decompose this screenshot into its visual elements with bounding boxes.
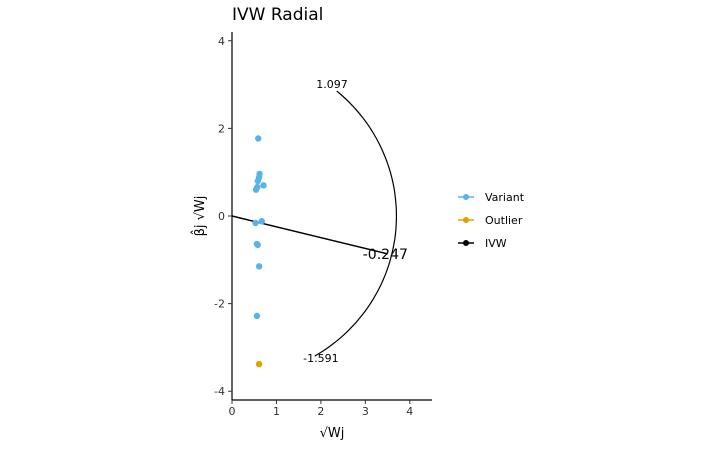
variant-point <box>255 263 263 270</box>
legend: Variant Outlier IVW <box>458 191 525 250</box>
plot-area: 1.097 -1.591 -0.247 <box>231 78 408 368</box>
x-tick-label: 4 <box>406 405 413 418</box>
variant-point <box>258 218 265 225</box>
legend-key-dot <box>463 240 469 246</box>
x-tick-label: 2 <box>317 405 324 418</box>
axes: 0 1 2 3 4 -4 -2 0 2 4 √Wj β̂j √Wj <box>191 32 432 441</box>
y-tick-label: -4 <box>214 385 225 398</box>
estimate-label: -0.247 <box>363 247 408 263</box>
variant-point <box>254 177 261 185</box>
variant-point <box>252 219 259 227</box>
legend-label: IVW <box>485 237 507 250</box>
radial-arc <box>314 90 397 357</box>
x-tick-label: 3 <box>362 405 369 418</box>
legend-label: Outlier <box>485 214 523 227</box>
outlier-point <box>255 360 263 368</box>
variant-point <box>254 241 261 249</box>
variant-point <box>252 186 260 193</box>
y-tick-label: 0 <box>218 210 225 223</box>
y-tick-label: 2 <box>218 122 225 135</box>
y-axis-label: β̂j √Wj <box>191 196 208 237</box>
x-tick-label: 0 <box>229 405 236 418</box>
variant-point <box>260 182 267 189</box>
variant-point <box>253 312 261 320</box>
arc-label: 1.097 <box>316 78 348 91</box>
chart-title: IVW Radial <box>232 5 323 25</box>
legend-key-dot <box>463 194 469 200</box>
legend-key-dot <box>463 217 469 223</box>
x-tick-label: 1 <box>273 405 280 418</box>
x-axis-label: √Wj <box>320 426 345 441</box>
arc-label: -1.591 <box>303 352 338 365</box>
variant-point <box>255 135 262 142</box>
y-tick-label: 4 <box>218 35 225 48</box>
y-tick-label: -2 <box>214 298 225 311</box>
legend-label: Variant <box>485 191 525 204</box>
